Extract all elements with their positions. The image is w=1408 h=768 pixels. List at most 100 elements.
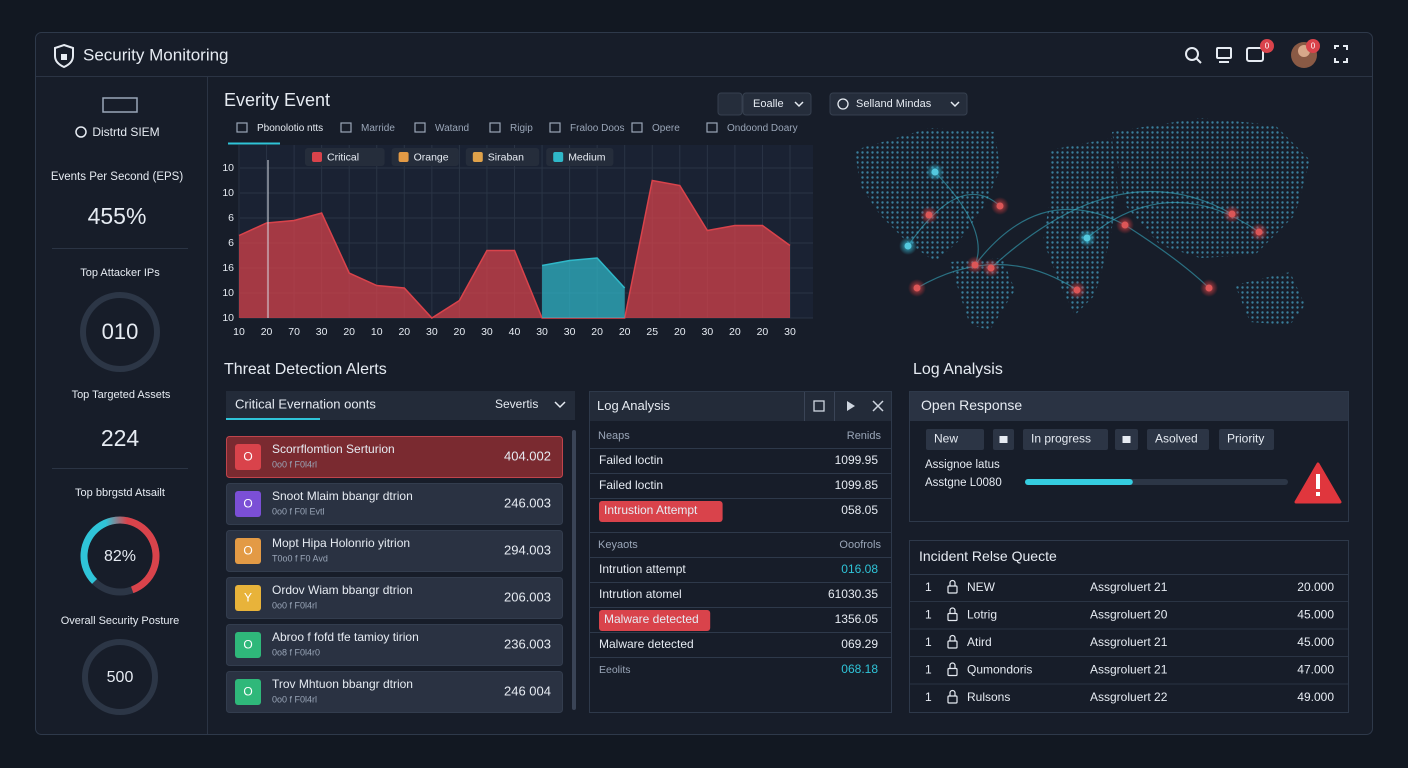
queue-value: 20.000 [1297,580,1334,594]
alert-icon-bg [235,538,261,564]
legend-label: Siraban [488,151,524,163]
world-map [855,118,1310,330]
log-value: 068.18 [841,662,878,676]
log-header-bg [590,392,891,421]
alert-icon: O [243,450,252,464]
continent [1235,272,1305,325]
badge [1260,39,1274,53]
x-tick-label: 20 [261,326,273,338]
alert-row[interactable] [226,483,563,525]
tab[interactable]: Marride [361,123,395,134]
status-button[interactable] [926,429,984,450]
alert-row[interactable] [226,671,563,713]
x-tick-label: 20 [674,326,686,338]
alerts-header-bg [226,391,575,420]
tab[interactable]: Ondoond Doary [727,123,798,134]
alert-row[interactable] [226,436,563,478]
metric-label: Overall Security Posture [61,615,180,627]
queue-rank: 1 [925,580,932,594]
tab-icon [236,122,248,133]
metric-label: Top bbrgstd Atsailt [75,487,165,499]
column-header: Ooofrols [839,539,881,551]
dropdown[interactable] [742,92,812,116]
dropdown-label: Selland Mindas [856,98,932,110]
status-button-label: Asolved [1155,432,1198,446]
app-title: Security Monitoring [83,45,229,64]
warning-mark [1316,474,1320,489]
legend-swatch [398,152,409,162]
tab[interactable]: Opere [652,123,680,134]
alert-icon: O [243,544,252,558]
status-button[interactable] [1147,429,1209,450]
legend-swatch [553,152,564,162]
alert-value: 246.003 [504,495,551,510]
queue-rank: 1 [925,608,932,622]
dropdown-label: Eoalle [753,98,784,110]
tab-icon [631,122,643,133]
panel-title: Open Response [921,397,1022,413]
chart-title: Everity Event [224,90,330,110]
tab-icon [549,122,561,133]
alert-icon-bg [235,632,261,658]
tab[interactable]: Rigip [510,123,533,134]
log-event: Eeolits [599,664,631,676]
alert-row[interactable] [226,530,563,572]
log-value: 058.05 [841,503,878,517]
status-button[interactable] [1023,429,1108,450]
close-icon[interactable] [872,400,884,412]
x-tick-label: 10 [233,326,245,338]
x-tick-label: 20 [343,326,355,338]
scrollbar[interactable] [572,430,576,710]
clock-icon [837,98,849,110]
queue-panel [909,540,1349,713]
y-tick-label: 10 [222,287,234,299]
play-icon[interactable] [847,401,855,411]
field-label: Asstgne L0080 [925,477,1002,489]
legend-label: Orange [414,151,449,163]
search-icon[interactable] [1185,47,1199,61]
alert-icon-bg [235,491,261,517]
tab[interactable]: Fraloo Doos [570,123,624,134]
mail-icon[interactable] [1246,47,1264,62]
x-tick-label: 30 [426,326,438,338]
filter-label[interactable]: Severtis [495,397,538,411]
queue-status: Rulsons [967,690,1010,704]
alert-sub: 0o8 f F0l4r0 [272,647,320,657]
status-button[interactable] [1219,429,1274,450]
log-event: Intrustion Attempt [604,503,698,517]
section-title: Threat Detection Alerts [224,361,387,378]
icon-button[interactable] [717,92,743,116]
legend-item[interactable] [546,148,614,166]
queue-assignee: Assgroluert 21 [1090,635,1168,649]
area [542,258,625,318]
search-icon-handle [1195,57,1202,64]
queue-value: 45.000 [1297,608,1334,622]
dropdown[interactable] [829,92,968,116]
legend-item[interactable] [465,148,540,166]
tab-icon [706,122,718,133]
metric-label: Top Targeted Assets [72,389,171,401]
alert-value: 236.003 [504,636,551,651]
field-label: Assignoe latus [925,459,1000,471]
alert-row[interactable] [226,624,563,666]
panel-icon[interactable] [813,400,825,412]
legend-item[interactable] [391,148,459,166]
tab[interactable]: Pbonolotio ntts [257,123,323,134]
alert-value: 404.002 [504,448,551,463]
tab[interactable]: Watand [435,123,469,134]
x-tick-label: 30 [564,326,576,338]
badge-count: 0 [1265,42,1270,51]
alert-row[interactable] [226,577,563,619]
queue-rank: 1 [925,690,932,704]
monitor-icon[interactable] [1216,47,1232,59]
alert-icon: O [243,497,252,511]
badge-count: 0 [1311,42,1316,51]
queue-assignee: Assgroluert 21 [1090,663,1168,677]
legend-item[interactable] [305,148,385,166]
progress-bar [1025,479,1133,485]
queue-assignee: Assgroluert 22 [1090,690,1168,704]
expand-icon[interactable] [1334,45,1348,63]
queue-status: Qumondoris [967,663,1032,677]
log-value: 1099.95 [835,453,879,467]
metric-value: 455% [88,203,147,229]
